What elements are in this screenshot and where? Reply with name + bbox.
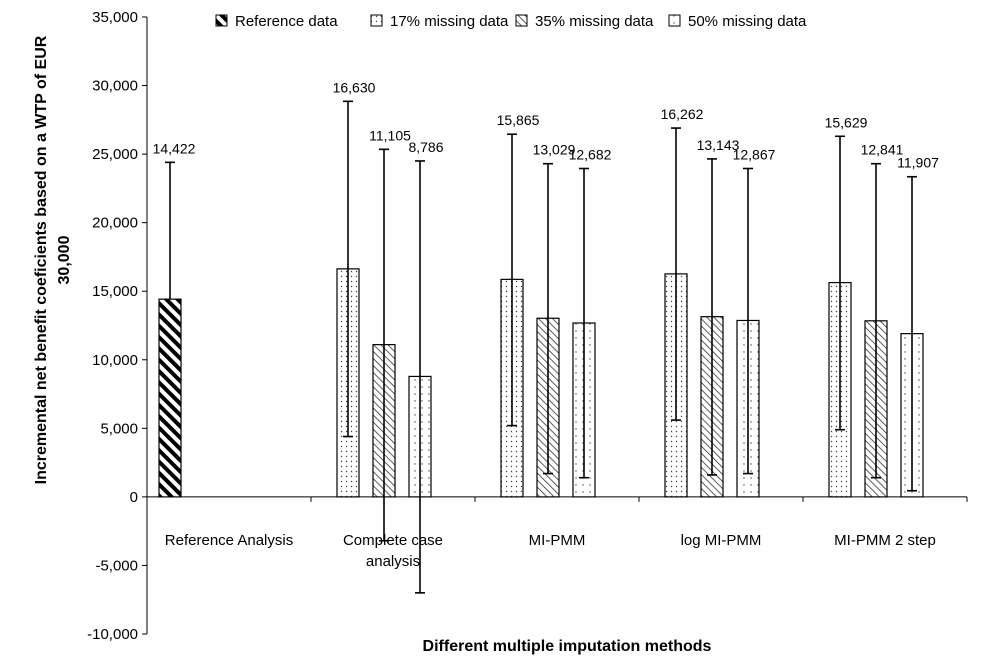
data-label: 8,786 (408, 139, 443, 155)
y-tick-label: -10,000 (87, 626, 138, 643)
category-label: MI-PMM 2 step (834, 532, 936, 549)
x-axis-title: Different multiple imputation methods (423, 638, 712, 655)
data-label: 11,907 (897, 155, 939, 171)
legend-swatch (215, 14, 228, 27)
category-label: MI-PMM (529, 532, 586, 549)
data-label: 13,029 (533, 142, 576, 158)
category-label: analysis (366, 553, 420, 570)
data-label: 15,865 (497, 112, 540, 128)
y-tick-label: -5,000 (95, 557, 138, 574)
category-label: Reference Analysis (165, 532, 293, 549)
y-tick-label: 20,000 (92, 215, 138, 232)
legend-label: 50% missing data (688, 13, 807, 30)
y-axis-title-line2: 30,000 (56, 235, 73, 284)
legend-label: Reference data (235, 13, 338, 30)
y-tick-label: 30,000 (92, 78, 138, 95)
data-label: 16,262 (661, 106, 704, 122)
data-label: 15,629 (825, 114, 868, 130)
legend-swatch (370, 14, 383, 27)
y-tick-label: 0 (130, 489, 138, 506)
legend-label: 17% missing data (390, 13, 509, 30)
legend: Reference data 17% missing data 35% missin… (215, 13, 807, 30)
y-tick-label: 5,000 (100, 420, 138, 437)
y-tick-label: 10,000 (92, 352, 138, 369)
data-label: 14,422 (153, 140, 196, 156)
legend-label: 35% missing data (535, 13, 654, 30)
y-axis-title-line1: Incremental net benefit coeficients base… (33, 35, 50, 484)
data-label: 12,867 (733, 147, 776, 163)
bar (158, 298, 182, 498)
plot-area: -10,000 -5,000 0 5,000 10,000 15,000 20,000 25,… (87, 9, 968, 643)
data-label: 11,105 (369, 127, 411, 143)
category-label: log MI-PMM (681, 532, 762, 549)
y-tick-label: 15,000 (92, 283, 138, 300)
legend-swatch (668, 14, 681, 27)
data-label: 12,841 (861, 142, 904, 158)
category-label: Complete case (343, 532, 443, 549)
y-tick-label: 25,000 (92, 146, 138, 163)
y-tick-label: 35,000 (92, 9, 138, 26)
data-label: 12,682 (569, 147, 612, 163)
legend-swatch (515, 14, 528, 27)
data-label: 16,630 (333, 79, 376, 95)
data-label: 13,143 (697, 137, 740, 153)
